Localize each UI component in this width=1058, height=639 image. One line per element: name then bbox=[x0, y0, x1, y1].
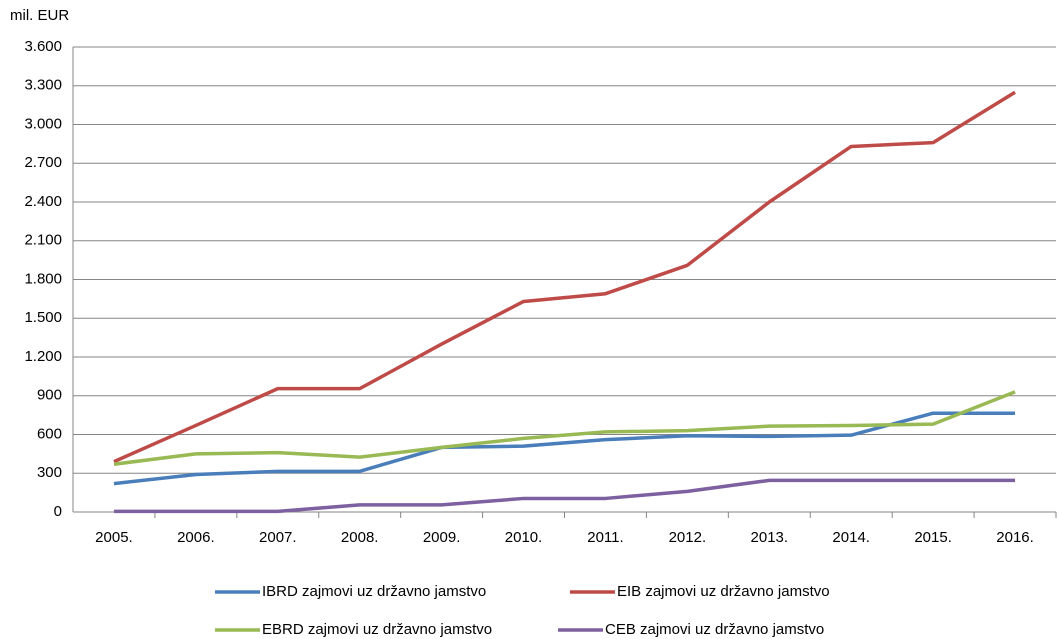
y-axis-label: mil. EUR bbox=[10, 7, 69, 24]
y-tick-label: 1.500 bbox=[24, 309, 62, 326]
series-line bbox=[113, 478, 1016, 514]
y-tick-label: 1.800 bbox=[24, 270, 62, 287]
x-tick-label: 2006. bbox=[177, 529, 215, 546]
y-tick-label: 300 bbox=[37, 464, 62, 481]
x-tick-label: 2007. bbox=[259, 529, 297, 546]
y-tick-label: 3.300 bbox=[24, 77, 62, 94]
x-tick-label: 2012. bbox=[669, 529, 707, 546]
y-tick-label: 2.100 bbox=[24, 232, 62, 249]
x-tick-label: 2015. bbox=[914, 529, 952, 546]
x-tick-label: 2011. bbox=[587, 529, 623, 546]
y-tick-label: 3.000 bbox=[24, 115, 62, 132]
y-tick-label: 600 bbox=[37, 425, 62, 442]
x-tick-label: 2010. bbox=[505, 529, 543, 546]
y-tick-label: 2.700 bbox=[24, 154, 62, 171]
y-tick-label: 3.600 bbox=[24, 38, 62, 55]
y-tick-label: 900 bbox=[37, 387, 62, 404]
x-tick-label: 2009. bbox=[423, 529, 461, 546]
y-tick-label: 1.200 bbox=[24, 348, 62, 365]
x-tick-label: 2008. bbox=[341, 529, 379, 546]
legend-label: CEB zajmovi uz državno jamstvo bbox=[605, 621, 824, 638]
legend-label: EIB zajmovi uz državno jamstvo bbox=[617, 583, 830, 600]
series-line bbox=[113, 90, 1016, 464]
x-tick-label: 2013. bbox=[751, 529, 789, 546]
series-line bbox=[113, 411, 1016, 486]
legend-label: EBRD zajmovi uz državno jamstvo bbox=[262, 621, 492, 638]
y-tick-label: 0 bbox=[54, 503, 62, 520]
x-tick-label: 2016. bbox=[996, 529, 1034, 546]
x-tick-label: 2005. bbox=[95, 529, 133, 546]
y-tick-label: 2.400 bbox=[24, 193, 62, 210]
legend-label: IBRD zajmovi uz državno jamstvo bbox=[262, 583, 486, 600]
x-tick-label: 2014. bbox=[832, 529, 870, 546]
series-line bbox=[113, 390, 1016, 466]
